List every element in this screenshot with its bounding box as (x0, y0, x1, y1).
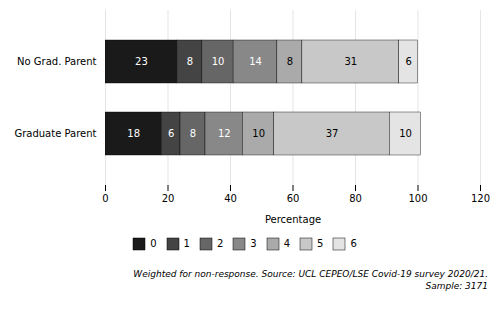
svg-text:12: 12 (218, 128, 231, 139)
svg-text:10: 10 (252, 128, 265, 139)
svg-text:10: 10 (399, 128, 412, 139)
svg-text:Percentage: Percentage (265, 214, 321, 225)
svg-text:23: 23 (135, 56, 148, 67)
html-text:5: 5 (317, 238, 324, 249)
svg-text:8: 8 (190, 128, 196, 139)
html-text:Weighted for non-response. Sou: Weighted for non-response. Source: UCL C… (133, 269, 488, 279)
svg-text:6: 6 (168, 128, 174, 139)
svg-text:18: 18 (127, 128, 140, 139)
svg-text:31: 31 (344, 56, 357, 67)
svg-text:80: 80 (349, 193, 362, 204)
svg-text:Graduate Parent: Graduate Parent (14, 128, 96, 139)
svg-text:40: 40 (224, 193, 237, 204)
svg-text:No Grad. Parent: No Grad. Parent (17, 56, 97, 67)
svg-text:100: 100 (408, 193, 427, 204)
svg-text:10: 10 (212, 56, 225, 67)
svg-text:0: 0 (102, 193, 108, 204)
html-text:0: 0 (150, 238, 157, 249)
svg-text:20: 20 (162, 193, 175, 204)
svg-text:8: 8 (287, 56, 293, 67)
html-text:1: 1 (183, 238, 190, 249)
html-text:4: 4 (283, 238, 291, 249)
svg-text:120: 120 (471, 193, 490, 204)
svg-text:37: 37 (326, 128, 339, 139)
svg-text:6: 6 (405, 56, 411, 67)
svg-text:60: 60 (287, 193, 300, 204)
html-text:2: 2 (216, 238, 224, 249)
html-text:3: 3 (250, 238, 257, 249)
svg-text:14: 14 (249, 56, 262, 67)
svg-text:8: 8 (187, 56, 193, 67)
html-text:Sample: 3171: Sample: 3171 (425, 280, 488, 291)
html-text:6: 6 (350, 238, 357, 249)
